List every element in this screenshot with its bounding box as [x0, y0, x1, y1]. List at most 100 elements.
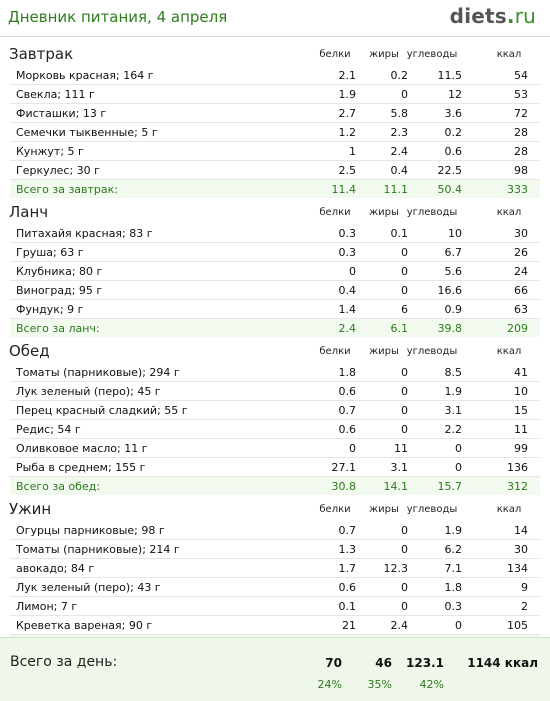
food-fat: 0: [401, 404, 408, 417]
food-protein: 0.4: [338, 284, 357, 297]
food-kcal: 63: [514, 303, 528, 316]
food-kcal: 10: [514, 385, 528, 398]
food-fat: 0: [401, 366, 408, 379]
food-name: Семечки тыквенные; 5 г: [16, 126, 158, 139]
food-protein: 1: [349, 145, 356, 158]
day-fat-percent: 35%: [367, 678, 392, 691]
meal-title: Завтрак: [9, 45, 74, 63]
food-name: авокадо; 84 г: [16, 562, 95, 575]
food-carbs: 0.9: [444, 303, 463, 316]
meal-title: Ланч: [9, 203, 49, 221]
meal-total-protein: 30.8: [331, 480, 357, 493]
meal-title: Ужин: [9, 500, 52, 518]
meal-section: Завтрак белки жиры углеводы ккал Морковь крас…: [0, 40, 550, 198]
food-name: Лимон; 7 г: [16, 600, 78, 613]
food-fat: 0.4: [390, 164, 409, 177]
day-total-fat: 46: [375, 656, 392, 670]
meal-section: Ужин белки жиры углеводы ккал Огурцы парников…: [0, 495, 550, 653]
food-name: Томаты (парниковые); 214 г: [16, 543, 180, 556]
header-divider: [0, 36, 550, 37]
food-fat: 0: [401, 543, 408, 556]
food-carbs: 3.6: [444, 107, 463, 120]
food-row: Редис; 54 г 0.6 0 2.2 11: [10, 420, 540, 439]
food-kcal: 11: [514, 423, 528, 436]
column-header-carbs: углеводы: [406, 207, 458, 218]
food-kcal: 30: [514, 227, 528, 240]
food-protein: 21: [342, 619, 356, 632]
food-protein: 1.4: [338, 303, 357, 316]
site-logo[interactable]: diets.ru: [450, 4, 536, 28]
day-total-label: Всего за день:: [10, 654, 118, 670]
page-title: Дневник питания, 4 апреля: [8, 8, 228, 26]
food-protein: 0.3: [338, 227, 357, 240]
food-kcal: 28: [514, 126, 528, 139]
meal-title: Обед: [9, 342, 50, 360]
food-carbs: 0.2: [444, 126, 463, 139]
day-protein-percent: 24%: [317, 678, 342, 691]
logo-tld: ru: [514, 4, 536, 28]
food-kcal: 66: [514, 284, 528, 297]
food-carbs: 8.5: [444, 366, 463, 379]
food-name: Фисташки; 13 г: [16, 107, 107, 120]
column-header-kcal: ккал: [496, 49, 522, 60]
food-fat: 0.1: [390, 227, 409, 240]
food-carbs: 0: [455, 442, 462, 455]
column-header-fat: жиры: [369, 504, 399, 515]
food-protein: 0: [349, 442, 356, 455]
food-protein: 0.7: [338, 524, 357, 537]
food-carbs: 11.5: [437, 69, 463, 82]
food-kcal: 9: [521, 581, 528, 594]
food-protein: 2.7: [338, 107, 357, 120]
meal-total-kcal: 209: [507, 322, 528, 335]
meal-total-fat: 14.1: [383, 480, 409, 493]
meal-total-label: Всего за завтрак:: [16, 183, 119, 196]
food-row: Перец красный сладкий; 55 г 0.7 0 3.1 15: [10, 401, 540, 420]
food-carbs: 7.1: [444, 562, 463, 575]
food-name: Лук зеленый (перо); 43 г: [16, 581, 161, 594]
food-name: Огурцы парниковые; 98 г: [16, 524, 165, 537]
meal-total-row: Всего за ланч: 2.4 6.1 39.8 209: [10, 319, 540, 337]
column-header-protein: белки: [319, 346, 351, 357]
food-kcal: 98: [514, 164, 528, 177]
meal-total-carbs: 50.4: [437, 183, 463, 196]
food-fat: 0: [401, 385, 408, 398]
column-header-protein: белки: [319, 49, 351, 60]
food-row: Огурцы парниковые; 98 г 0.7 0 1.9 14: [10, 521, 540, 540]
meal-total-kcal: 312: [507, 480, 528, 493]
food-carbs: 16.6: [437, 284, 463, 297]
food-name: Лук зеленый (перо); 45 г: [16, 385, 161, 398]
food-fat: 0: [401, 246, 408, 259]
meal-header: Ланч белки жиры углеводы ккал: [0, 198, 550, 224]
food-fat: 0: [401, 524, 408, 537]
food-fat: 2.3: [390, 126, 409, 139]
food-fat: 6: [401, 303, 408, 316]
column-header-kcal: ккал: [496, 207, 522, 218]
food-row: Креветка вареная; 90 г 21 2.4 0 105: [10, 616, 540, 635]
header: Дневник питания, 4 апреля diets.ru: [0, 0, 550, 38]
food-protein: 0.6: [338, 423, 357, 436]
food-protein: 0.6: [338, 385, 357, 398]
food-fat: 0: [401, 88, 408, 101]
food-kcal: 30: [514, 543, 528, 556]
day-total-kcal: 1144 ккал: [467, 656, 538, 670]
food-name: Питахайя красная; 83 г: [16, 227, 153, 240]
day-total-protein: 70: [325, 656, 342, 670]
food-kcal: 2: [521, 600, 528, 613]
food-row: Виноград; 95 г 0.4 0 16.6 66: [10, 281, 540, 300]
food-carbs: 3.1: [444, 404, 463, 417]
food-kcal: 105: [507, 619, 528, 632]
column-header-fat: жиры: [369, 346, 399, 357]
food-protein: 1.2: [338, 126, 357, 139]
food-name: Рыба в среднем; 155 г: [16, 461, 146, 474]
column-header-kcal: ккал: [496, 504, 522, 515]
food-carbs: 5.6: [444, 265, 463, 278]
food-kcal: 41: [514, 366, 528, 379]
food-carbs: 10: [448, 227, 462, 240]
food-row: Лук зеленый (перо); 43 г 0.6 0 1.8 9: [10, 578, 540, 597]
food-name: Редис; 54 г: [16, 423, 81, 436]
food-carbs: 2.2: [444, 423, 463, 436]
meal-sections: Завтрак белки жиры углеводы ккал Морковь крас…: [0, 40, 550, 653]
food-protein: 1.7: [338, 562, 357, 575]
meal-total-carbs: 15.7: [437, 480, 463, 493]
food-kcal: 99: [514, 442, 528, 455]
